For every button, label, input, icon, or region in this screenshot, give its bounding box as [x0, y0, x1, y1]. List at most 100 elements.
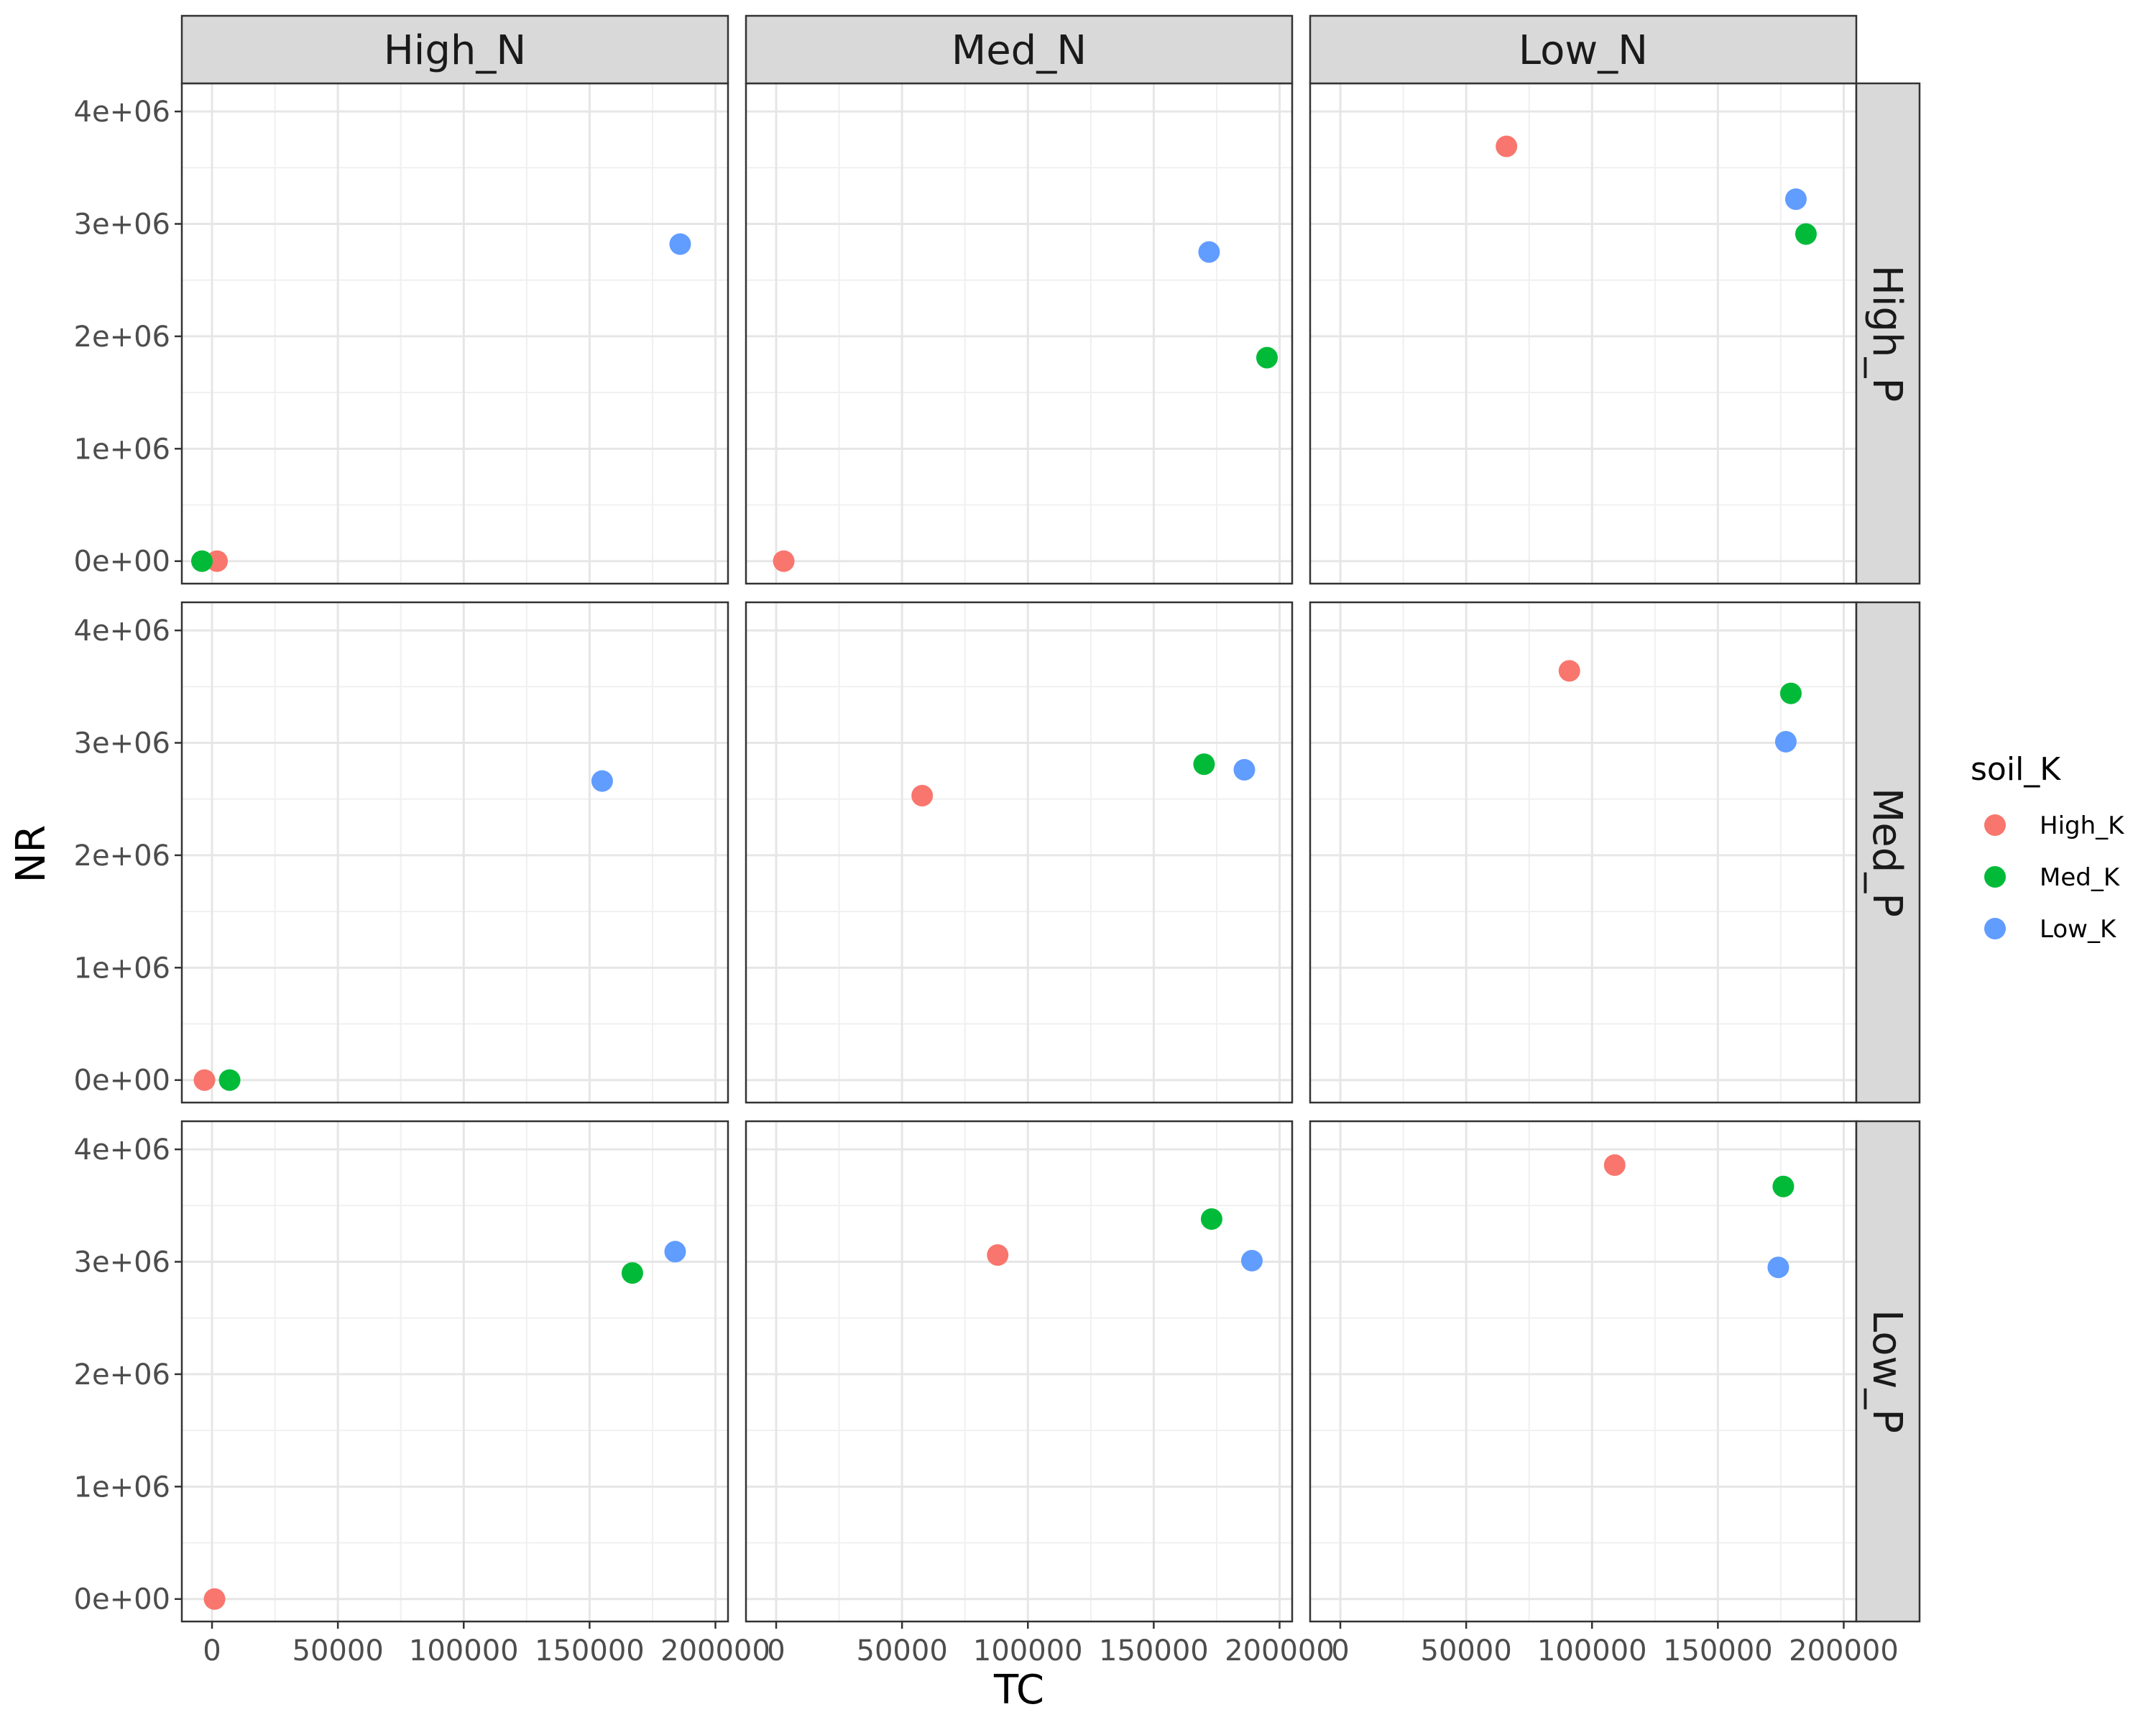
panel-background: [1310, 602, 1856, 1103]
panel-border: [180, 601, 729, 1104]
panel-high-p-low-n: [1309, 82, 1858, 585]
data-point-low-k: [1233, 759, 1256, 781]
data-point-low-k: [1198, 241, 1220, 263]
y-axis-title: NR: [8, 825, 55, 883]
data-point-med-k: [1200, 1208, 1222, 1230]
panel-low-p-low-n: [1309, 1120, 1858, 1623]
y-tick-label: 1e+06: [74, 433, 170, 466]
data-point-med-k: [1772, 1175, 1795, 1197]
row-strip-label: Med_P: [1864, 788, 1910, 917]
x-tick-label: 0: [767, 1634, 785, 1668]
y-tick-label: 2e+06: [74, 840, 170, 873]
panel-med-p-low-n: [1309, 601, 1858, 1104]
panel-background: [746, 1121, 1292, 1622]
legend-key-high-k: [1984, 814, 2006, 836]
panel-high-p-med-n: [745, 82, 1294, 585]
panel-background: [746, 83, 1292, 584]
panel-high-p-high-n: [180, 82, 729, 585]
x-tick-label: 50000: [857, 1634, 948, 1668]
column-strip-label: Low_N: [1519, 27, 1648, 74]
y-tick-label: 1e+06: [74, 1471, 170, 1504]
x-tick-label: 200000: [1789, 1634, 1899, 1668]
data-point-low-k: [1767, 1256, 1789, 1279]
data-point-med-k: [1256, 346, 1278, 369]
panel-background: [182, 602, 728, 1103]
legend-key-low-k: [1984, 918, 2006, 939]
panel-med-p-high-n: [180, 601, 729, 1104]
panel-border: [180, 1120, 729, 1623]
data-point-low-k: [591, 770, 613, 792]
y-tick-label: 4e+06: [74, 1133, 170, 1167]
column-strip: [1309, 14, 1858, 85]
y-tick-label: 3e+06: [74, 1246, 170, 1279]
panel-border: [745, 1120, 1294, 1623]
row-strip: [1855, 1120, 1921, 1623]
panel-med-p-med-n: [745, 601, 1294, 1104]
x-tick-label: 100000: [409, 1634, 519, 1668]
data-point-high-k: [1496, 135, 1518, 157]
legend-key-med-k: [1984, 866, 2006, 888]
row-strip: [1855, 601, 1921, 1104]
x-tick-label: 50000: [292, 1634, 384, 1668]
data-point-low-k: [1774, 730, 1797, 753]
panel-background: [1310, 1121, 1856, 1622]
panel-background: [1310, 83, 1856, 584]
column-strip: [180, 14, 729, 85]
axes-layer: High_N Med_N Low_N High_P Med_P Low_P 0e+00 1e+…: [74, 14, 1921, 1668]
row-strip-label: Low_P: [1864, 1310, 1910, 1433]
y-tick-label: 0e+00: [74, 1064, 170, 1098]
x-tick-label: 0: [203, 1634, 221, 1668]
y-tick-label: 3e+06: [74, 727, 170, 760]
x-tick-label: 100000: [973, 1634, 1083, 1668]
x-axis-title: TC: [993, 1667, 1044, 1714]
x-tick-label: 150000: [1099, 1634, 1209, 1668]
column-strip-label: Med_N: [952, 27, 1087, 74]
x-tick-label: 150000: [535, 1634, 645, 1668]
panel-low-p-med-n: [745, 1120, 1294, 1623]
data-point-high-k: [193, 1069, 216, 1091]
panel-border: [745, 601, 1294, 1104]
data-point-high-k: [203, 1588, 226, 1610]
panels-layer: [180, 82, 1858, 1623]
legend-label: Low_K: [2040, 915, 2117, 944]
data-point-high-k: [911, 785, 934, 807]
data-point-low-k: [1784, 188, 1807, 211]
data-point-high-k: [206, 550, 229, 572]
data-point-med-k: [191, 550, 213, 572]
panel-background: [182, 1121, 728, 1622]
data-point-med-k: [1779, 682, 1802, 704]
data-point-low-k: [1240, 1249, 1263, 1271]
data-point-med-k: [1193, 753, 1215, 776]
panel-low-p-high-n: [180, 1120, 729, 1623]
x-tick-label: 50000: [1421, 1634, 1512, 1668]
y-tick-label: 3e+06: [74, 208, 170, 242]
data-point-med-k: [1795, 223, 1817, 245]
data-point-med-k: [218, 1069, 241, 1091]
row-strip: [1855, 82, 1921, 585]
data-point-high-k: [987, 1244, 1009, 1266]
data-point-high-k: [1603, 1154, 1626, 1176]
data-point-low-k: [669, 233, 691, 255]
column-strip: [745, 14, 1294, 85]
legend-title: soil_K: [1971, 751, 2061, 788]
panel-background: [182, 83, 728, 584]
data-point-high-k: [1558, 660, 1580, 682]
legend: soil_K High_K Med_K Low_K: [1971, 751, 2125, 944]
x-tick-label: 0: [1331, 1634, 1349, 1668]
y-tick-label: 4e+06: [74, 615, 170, 648]
x-tick-label: 200000: [660, 1634, 770, 1668]
data-point-high-k: [773, 550, 795, 572]
x-tick-label: 150000: [1663, 1634, 1773, 1668]
y-tick-label: 4e+06: [74, 96, 170, 129]
y-tick-label: 1e+06: [74, 952, 170, 985]
data-point-low-k: [664, 1241, 686, 1263]
y-tick-label: 0e+00: [74, 546, 170, 579]
row-strip-label: High_P: [1864, 265, 1910, 402]
column-strip-label: High_N: [384, 27, 527, 74]
x-tick-label: 200000: [1225, 1634, 1335, 1668]
x-tick-label: 100000: [1537, 1634, 1647, 1668]
legend-label: High_K: [2040, 811, 2125, 840]
legend-label: Med_K: [2040, 863, 2121, 892]
panel-background: [746, 602, 1292, 1103]
y-tick-label: 2e+06: [74, 321, 170, 354]
